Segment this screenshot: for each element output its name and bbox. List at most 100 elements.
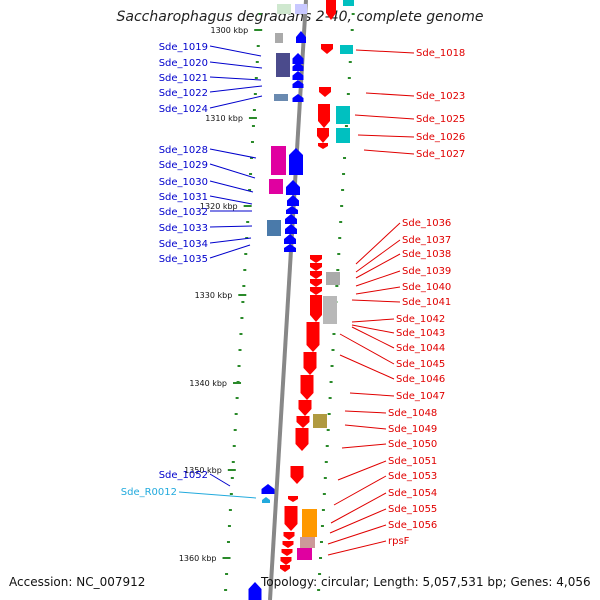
forward-gene-arrow[interactable] (292, 53, 304, 64)
gene-block[interactable] (302, 509, 317, 537)
reverse-gene-arrow[interactable] (280, 565, 290, 572)
reverse-gene-arrow[interactable] (318, 104, 330, 128)
forward-gene-arrow[interactable] (287, 195, 299, 206)
gene-label-sde_1049[interactable]: Sde_1049 (388, 424, 437, 435)
gene-block[interactable] (336, 106, 350, 124)
gene-block[interactable] (275, 33, 283, 43)
gene-label-sde_1047[interactable]: Sde_1047 (396, 391, 445, 402)
forward-gene-arrow[interactable] (292, 94, 304, 102)
gene-block[interactable] (271, 146, 286, 175)
forward-gene-arrow[interactable] (285, 224, 297, 234)
forward-gene-arrow[interactable] (286, 180, 300, 195)
reverse-gene-arrow[interactable] (318, 143, 328, 149)
gene-label-sde_1027[interactable]: Sde_1027 (416, 149, 465, 160)
gene-label-rpsf[interactable]: rpsF (388, 536, 410, 547)
forward-gene-arrow[interactable] (285, 214, 297, 224)
gene-label-sde_1046[interactable]: Sde_1046 (396, 374, 445, 385)
reverse-gene-arrow[interactable] (281, 549, 293, 556)
forward-gene-arrow[interactable] (261, 484, 275, 494)
reverse-gene-arrow[interactable] (310, 279, 322, 287)
gene-block[interactable] (295, 4, 307, 14)
gene-label-sde_1044[interactable]: Sde_1044 (396, 343, 445, 354)
gene-label-sde_1042[interactable]: Sde_1042 (396, 314, 445, 325)
reverse-gene-arrow[interactable] (326, 0, 336, 20)
gene-label-sde_1056[interactable]: Sde_1056 (388, 520, 437, 531)
gene-label-sde_1041[interactable]: Sde_1041 (402, 297, 451, 308)
gene-block[interactable] (297, 548, 312, 560)
gene-label-sde_1023[interactable]: Sde_1023 (416, 91, 465, 102)
reverse-gene-arrow[interactable] (306, 322, 320, 352)
reverse-gene-arrow[interactable] (310, 263, 322, 271)
reverse-gene-arrow[interactable] (298, 400, 312, 416)
forward-gene-arrow[interactable] (289, 148, 303, 175)
gene-label-sde_1022[interactable]: Sde_1022 (159, 88, 208, 99)
gene-block[interactable] (277, 4, 291, 14)
gene-block[interactable] (326, 272, 340, 285)
gene-label-sde_1029[interactable]: Sde_1029 (159, 160, 208, 171)
gene-label-sde_1053[interactable]: Sde_1053 (388, 471, 437, 482)
gene-label-sde_1055[interactable]: Sde_1055 (388, 504, 437, 515)
reverse-gene-arrow[interactable] (300, 375, 314, 400)
gene-label-sde_1024[interactable]: Sde_1024 (159, 104, 208, 115)
gene-label-sde_1030[interactable]: Sde_1030 (159, 177, 208, 188)
reverse-gene-arrow[interactable] (295, 428, 309, 451)
gene-label-sde_1051[interactable]: Sde_1051 (388, 456, 437, 467)
gene-block[interactable] (267, 220, 281, 236)
gene-label-sde_1019[interactable]: Sde_1019 (159, 42, 208, 53)
gene-block[interactable] (323, 296, 337, 324)
forward-gene-arrow[interactable] (286, 206, 298, 214)
gene-block[interactable] (300, 537, 315, 548)
gene-label-sde_1032[interactable]: Sde_1032 (159, 207, 208, 218)
gene-label-sde_1054[interactable]: Sde_1054 (388, 488, 437, 499)
gene-label-sde_r0012[interactable]: Sde_R0012 (121, 487, 177, 498)
reverse-gene-arrow[interactable] (296, 416, 310, 428)
forward-gene-arrow[interactable] (284, 244, 296, 252)
gene-label-sde_1033[interactable]: Sde_1033 (159, 223, 208, 234)
gene-label-sde_1021[interactable]: Sde_1021 (159, 73, 208, 84)
reverse-gene-arrow[interactable] (310, 295, 322, 322)
gene-block[interactable] (343, 0, 354, 6)
gene-block[interactable] (336, 128, 350, 143)
forward-gene-arrow[interactable] (284, 234, 296, 244)
gene-block[interactable] (313, 414, 327, 428)
gene-label-sde_1045[interactable]: Sde_1045 (396, 359, 445, 370)
gene-block[interactable] (276, 53, 290, 77)
gene-label-sde_1040[interactable]: Sde_1040 (402, 282, 451, 293)
forward-gene-arrow[interactable] (248, 582, 262, 600)
reverse-gene-arrow[interactable] (280, 557, 292, 565)
reverse-gene-arrow[interactable] (284, 506, 298, 531)
forward-gene-arrow[interactable] (292, 71, 304, 80)
rna-gene-arrow[interactable] (262, 497, 270, 503)
forward-gene-arrow[interactable] (292, 62, 304, 71)
reverse-gene-arrow[interactable] (321, 44, 333, 54)
gene-label-sde_1036[interactable]: Sde_1036 (402, 218, 451, 229)
reverse-gene-arrow[interactable] (317, 128, 329, 143)
gene-label-sde_1039[interactable]: Sde_1039 (402, 266, 451, 277)
gene-label-sde_1018[interactable]: Sde_1018 (416, 48, 465, 59)
gene-label-sde_1038[interactable]: Sde_1038 (402, 249, 451, 260)
gene-label-sde_1025[interactable]: Sde_1025 (416, 114, 465, 125)
reverse-gene-arrow[interactable] (282, 541, 294, 548)
gene-label-sde_1052[interactable]: Sde_1052 (159, 470, 208, 481)
reverse-gene-arrow[interactable] (319, 87, 331, 97)
gene-label-sde_1026[interactable]: Sde_1026 (416, 132, 465, 143)
gene-label-sde_1037[interactable]: Sde_1037 (402, 235, 451, 246)
gene-label-sde_1035[interactable]: Sde_1035 (159, 254, 208, 265)
forward-gene-arrow[interactable] (292, 80, 304, 88)
gene-block[interactable] (274, 94, 288, 101)
reverse-gene-arrow[interactable] (310, 271, 322, 279)
reverse-gene-arrow[interactable] (283, 532, 295, 540)
gene-label-sde_1034[interactable]: Sde_1034 (159, 239, 208, 250)
gene-label-sde_1050[interactable]: Sde_1050 (388, 439, 437, 450)
gene-label-sde_1043[interactable]: Sde_1043 (396, 328, 445, 339)
gene-label-sde_1048[interactable]: Sde_1048 (388, 408, 437, 419)
reverse-gene-arrow[interactable] (310, 287, 322, 295)
reverse-gene-arrow[interactable] (288, 496, 298, 502)
reverse-gene-arrow[interactable] (303, 352, 317, 375)
gene-block[interactable] (340, 45, 353, 54)
gene-label-sde_1028[interactable]: Sde_1028 (159, 145, 208, 156)
reverse-gene-arrow[interactable] (310, 255, 322, 263)
forward-gene-arrow[interactable] (296, 31, 306, 43)
gene-label-sde_1020[interactable]: Sde_1020 (159, 58, 208, 69)
gene-block[interactable] (269, 179, 283, 194)
